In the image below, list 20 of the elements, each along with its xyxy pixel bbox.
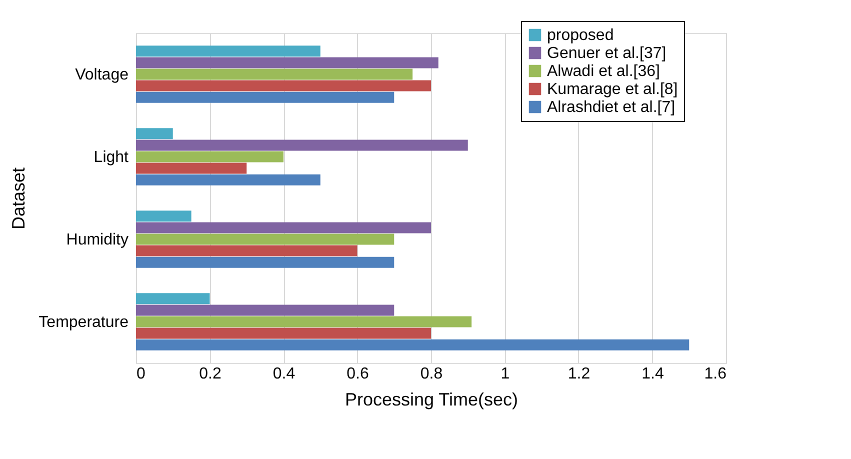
x-tick-label: 1.6	[704, 366, 727, 382]
legend-label: Kumarage et al.[8]	[547, 81, 678, 98]
x-tick-label: 1.2	[568, 366, 590, 382]
y-tick-label: Temperature	[38, 314, 129, 331]
legend-label: Alrashdiet et al.[7]	[547, 99, 676, 116]
y-axis-title: Dataset	[8, 167, 29, 230]
x-axis-title: Processing Time(sec)	[344, 390, 518, 410]
y-tick-label: Humidity	[66, 231, 128, 248]
x-tick-label: 0.6	[346, 366, 369, 382]
x-tick-label: 0.4	[272, 366, 296, 382]
y-tick-label: Light	[94, 148, 130, 166]
x-tick-label: 0.8	[420, 366, 443, 382]
legend-label: Genuer et al.[37]	[547, 45, 666, 62]
legend-label: Alwadi et al.[36]	[547, 63, 660, 80]
x-tick-label: 1	[500, 366, 510, 382]
x-tick-label: 0.2	[199, 366, 222, 382]
x-tick-label: 1.4	[642, 366, 664, 382]
legend-label: proposed	[547, 27, 614, 44]
x-tick-label: 0	[136, 366, 146, 382]
y-tick-label: Voltage	[75, 66, 129, 84]
